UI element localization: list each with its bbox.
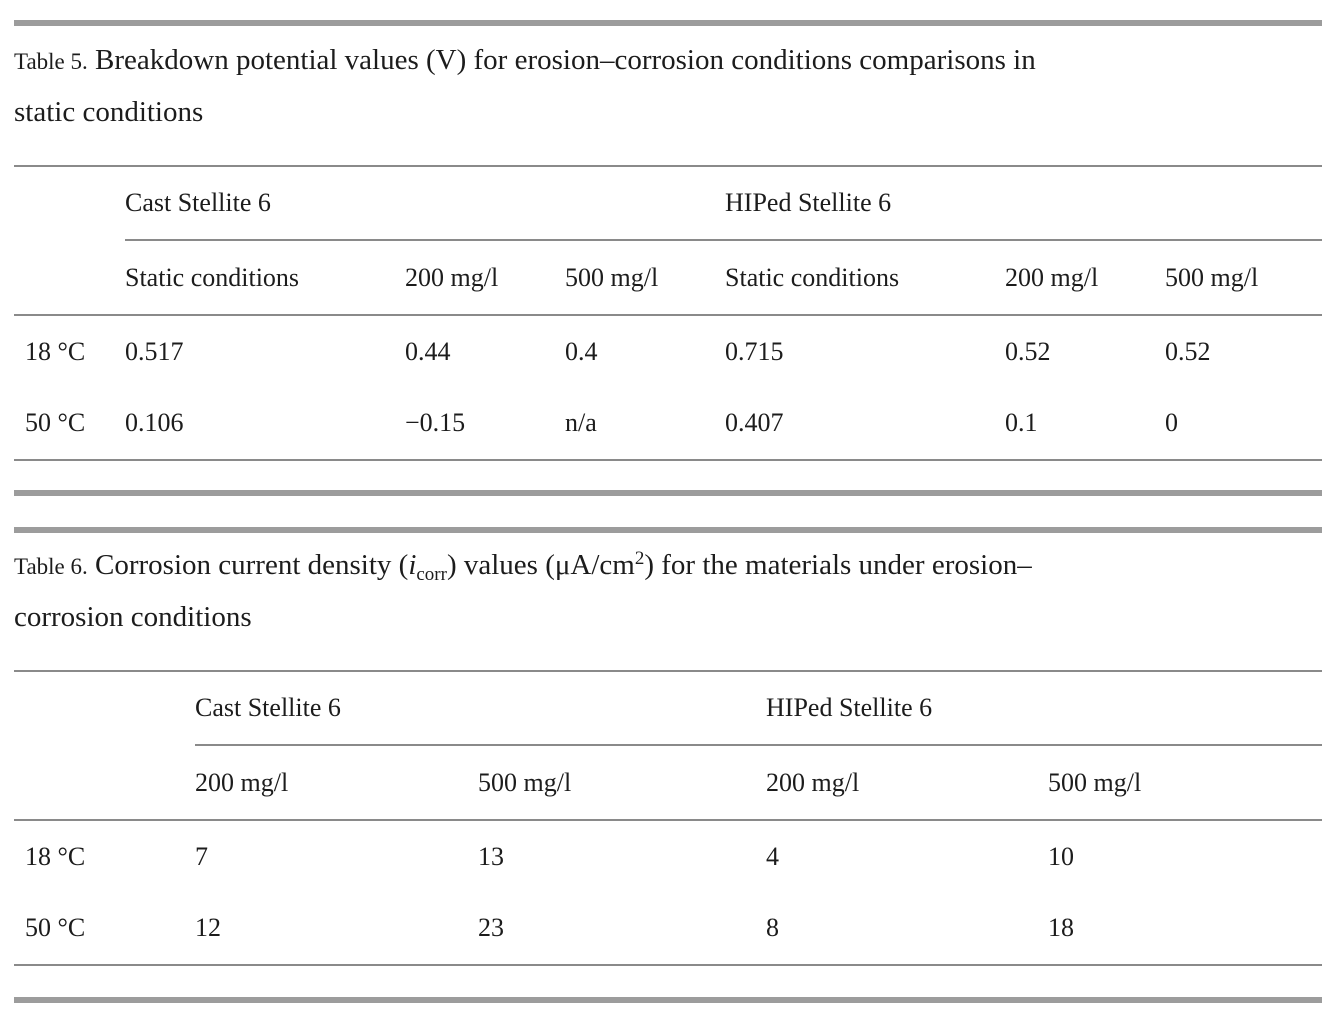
table5-row-label: 50 °C [25,408,86,437]
table6-corner-cell [14,671,195,745]
table5: Cast Stellite 6 HIPed Stellite 6 Static … [14,165,1323,461]
table6-cell: 7 [195,841,208,871]
table6-bottom-thick-rule [14,997,1322,1003]
table6-caption-mid: ) values (μA/cm [446,549,635,581]
table6-subheader-empty [14,745,195,821]
table5-cell: −0.15 [405,408,466,437]
table6-caption-post1: ) for the materials under erosion– [644,549,1032,581]
table5-group-header-row: Cast Stellite 6 HIPed Stellite 6 [14,166,1323,241]
table5-caption-line2: static conditions [14,96,204,128]
table5-caption-line1: Breakdown potential values (V) for erosi… [95,44,1036,76]
table6-subheader-row: 200 mg/l 500 mg/l 200 mg/l 500 mg/l [14,745,1323,821]
table6-col-header: 200 mg/l [195,745,478,821]
table6-group-cast: Cast Stellite 6 [195,671,767,746]
table6-caption-superscript: 2 [634,548,645,569]
table5-row-50c: 50 °C 0.106 −0.15 n/a 0.407 0.1 0 [14,387,1322,460]
table6-group-header-row: Cast Stellite 6 HIPed Stellite 6 [14,671,1323,746]
table5-col-header: Static conditions [725,240,1006,316]
table6-col-header: 500 mg/l [1048,745,1323,821]
table5-caption: Table 5. Breakdown potential values (V) … [14,35,1322,137]
table5-cell: 0.52 [1005,336,1051,366]
table6-row-label: 18 °C [25,841,86,871]
table6-cell: 23 [478,913,504,942]
table6-cell: 8 [766,913,780,942]
table5-cell: n/a [565,408,597,437]
table6-row-50c: 50 °C 12 23 8 18 [14,892,1322,965]
table6-row-label: 50 °C [25,913,86,942]
table5-cell: 0.715 [725,336,784,366]
table5-cell: 0.1 [1005,408,1038,437]
table5-top-thick-rule [14,20,1322,26]
table6-caption-pre: Corrosion current density ( [95,549,409,581]
table6-cell: 4 [766,841,780,871]
table5-col-header: 200 mg/l [405,240,565,316]
table6-col-header: 200 mg/l [766,745,1049,821]
table6-caption-subscript: corr [416,564,447,585]
table5-group-hiped: HIPed Stellite 6 [725,166,1323,241]
table5-cell: 0.517 [125,336,184,366]
table6-caption-post2: corrosion conditions [14,601,252,633]
table6-cell: 10 [1048,841,1075,871]
table5-col-header: 500 mg/l [565,240,726,316]
table5-col-header: 500 mg/l [1165,240,1323,316]
table6-group-hiped: HIPed Stellite 6 [766,671,1323,746]
table5-cell: 0.106 [125,408,184,437]
table6-cell: 18 [1048,913,1075,942]
table5-col-header: Static conditions [125,240,405,316]
table6: Cast Stellite 6 HIPed Stellite 6 200 mg/… [14,670,1323,966]
table6-row-18c: 18 °C 7 13 4 10 [14,820,1322,892]
table5-label: Table 5. [14,49,88,74]
table5-cell: 0.44 [405,336,451,366]
table5-corner-cell [14,166,125,240]
table6-top-thick-rule [14,527,1322,533]
table5-group-cast: Cast Stellite 6 [125,166,726,241]
table6-cell: 13 [478,841,504,871]
table5-cell: 0.4 [565,336,598,366]
table5-bottom-thick-rule [14,490,1322,496]
table5-col-header: 200 mg/l [1005,240,1166,316]
table6-caption-symbol: i [408,549,417,581]
table5-cell: 0 [1165,408,1179,437]
table6-label: Table 6. [14,554,88,579]
table5-row-18c: 18 °C 0.517 0.44 0.4 0.715 0.52 0.52 [14,315,1322,387]
table6-cell: 12 [195,913,221,942]
table5-cell: 0.407 [725,408,784,437]
table5-subheader-empty [14,240,125,316]
table5-row-label: 18 °C [25,336,86,366]
table5-subheader-row: Static conditions 200 mg/l 500 mg/l Stat… [14,240,1323,316]
table5-cell: 0.52 [1165,336,1211,366]
table6-caption: Table 6. Corrosion current density (icor… [14,540,1322,642]
table6-col-header: 500 mg/l [478,745,767,821]
